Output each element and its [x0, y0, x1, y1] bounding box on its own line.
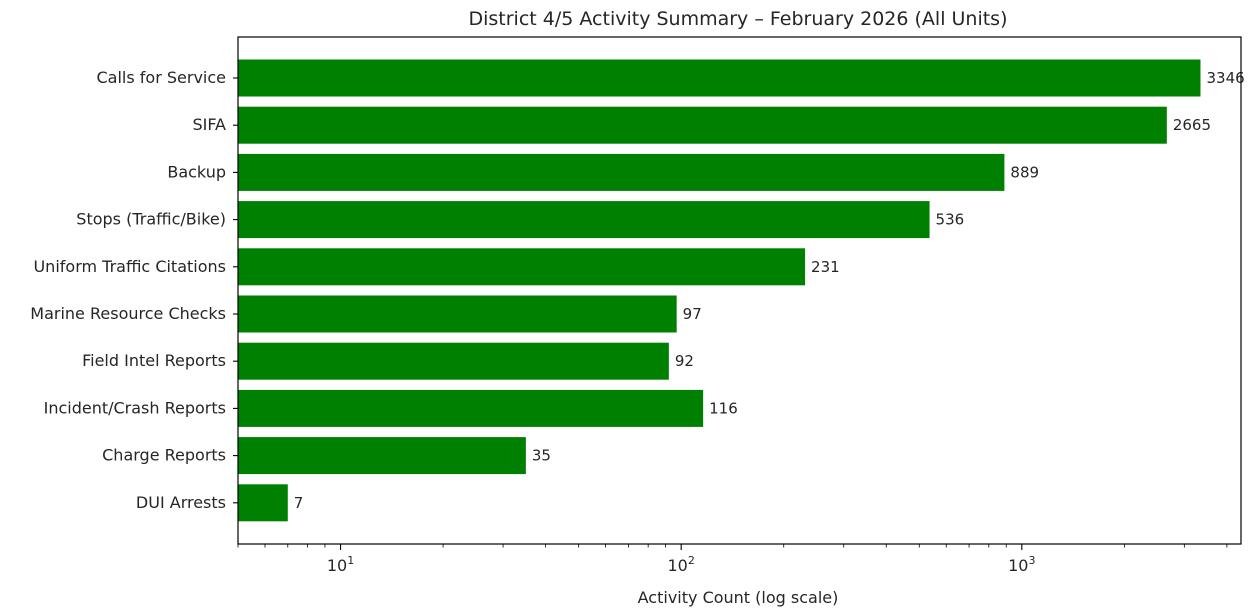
bar-3 [238, 201, 930, 239]
x-tick-label: 102 [667, 554, 694, 575]
y-tick-label: SIFA [192, 115, 226, 134]
y-tick-label: Stops (Traffic/Bike) [76, 210, 226, 229]
bar-value-label: 116 [709, 399, 738, 417]
bars-group [238, 59, 1201, 522]
y-tick-label: Backup [167, 162, 226, 181]
bar-8 [238, 437, 526, 475]
bar-0 [238, 59, 1201, 97]
x-tick-label: 101 [327, 554, 354, 575]
value-labels-group: 3346 2665 889 536 231 97 92 116 35 7 [294, 69, 1245, 512]
y-tick-label: Uniform Traffic Citations [33, 257, 226, 276]
bar-value-label: 92 [675, 352, 694, 370]
bar-value-label: 3346 [1206, 69, 1244, 87]
bar-value-label: 889 [1010, 163, 1039, 181]
y-tick-label: Incident/Crash Reports [44, 398, 226, 417]
y-axis: Calls for Service SIFA Backup Stops (Traffi… [30, 68, 238, 512]
bar-value-label: 35 [532, 447, 551, 465]
bar-value-label: 536 [936, 211, 965, 229]
bar-value-label: 7 [294, 494, 304, 512]
y-tick-label: DUI Arrests [136, 493, 226, 512]
bar-9 [238, 484, 288, 522]
chart-title: District 4/5 Activity Summary – February… [468, 8, 1007, 30]
bar-1 [238, 106, 1167, 144]
plot-frame [237, 36, 1242, 545]
x-axis-label: Activity Count (log scale) [638, 588, 839, 607]
bar-7 [238, 389, 704, 427]
bar-4 [238, 248, 806, 286]
y-tick-label: Field Intel Reports [82, 351, 226, 370]
x-tick-label: 103 [1008, 554, 1035, 575]
y-tick-label: Marine Resource Checks [30, 304, 226, 323]
x-axis: 101 102 103 [237, 544, 1228, 575]
bar-5 [238, 295, 677, 333]
bar-value-label: 231 [811, 258, 840, 276]
bar-value-label: 97 [683, 305, 702, 323]
y-tick-label: Calls for Service [96, 68, 226, 87]
bar-6 [238, 342, 669, 380]
y-tick-label: Charge Reports [102, 446, 226, 465]
bar-2 [238, 153, 1005, 191]
bar-value-label: 2665 [1173, 116, 1211, 134]
